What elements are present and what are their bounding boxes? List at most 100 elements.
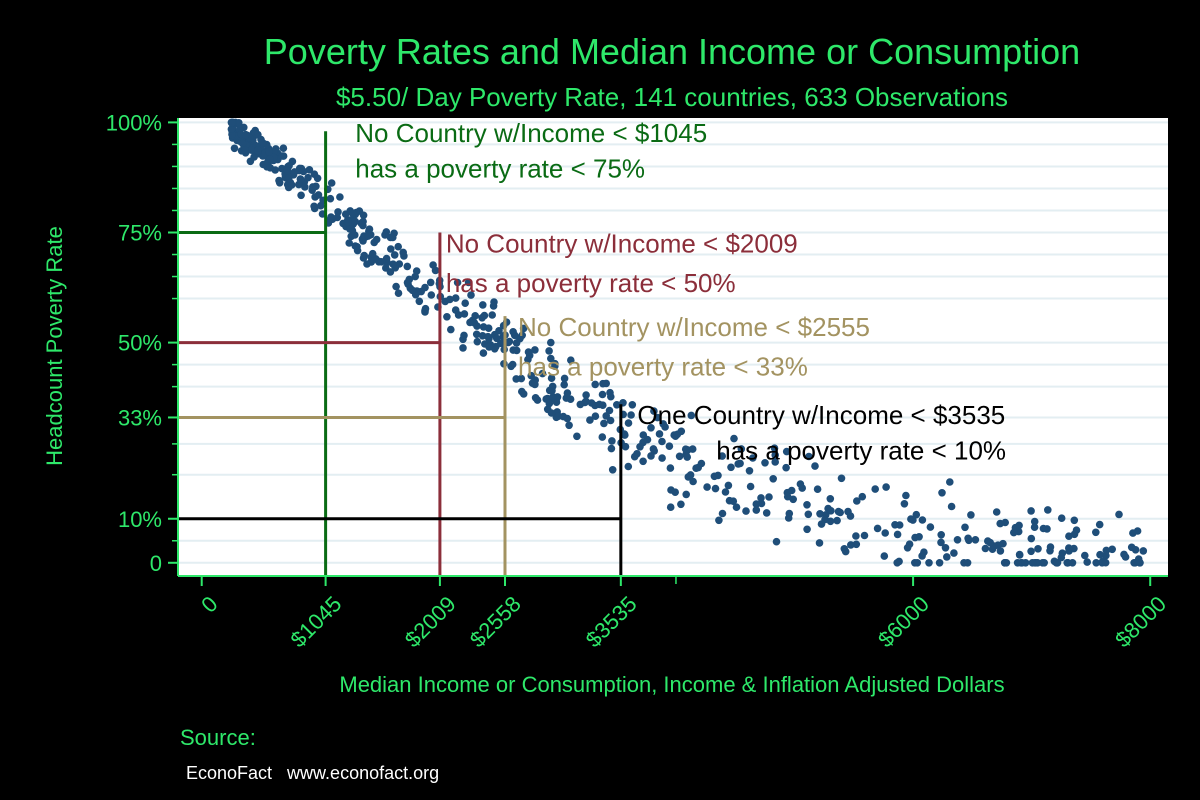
data-point xyxy=(582,391,590,399)
data-point xyxy=(639,457,647,466)
data-point xyxy=(509,328,517,336)
data-point xyxy=(266,164,275,172)
data-point xyxy=(689,477,697,486)
data-point xyxy=(241,146,249,154)
data-point xyxy=(241,131,250,139)
data-point xyxy=(591,412,600,421)
data-point xyxy=(466,318,474,327)
data-point xyxy=(873,524,882,533)
data-point xyxy=(473,337,482,346)
data-point xyxy=(730,434,738,443)
data-point xyxy=(595,400,604,409)
data-point xyxy=(235,119,243,127)
data-point xyxy=(912,510,921,519)
threshold-annotation-line: No Country w/Income < $2555 xyxy=(518,312,870,342)
data-point xyxy=(368,249,377,258)
data-point xyxy=(490,298,498,306)
data-point xyxy=(228,118,236,127)
data-point xyxy=(846,512,855,520)
data-point xyxy=(1121,553,1130,561)
data-point xyxy=(742,507,750,515)
data-point xyxy=(1070,530,1079,539)
data-point xyxy=(1068,559,1077,567)
data-point xyxy=(827,507,835,515)
data-point xyxy=(576,400,585,409)
data-point xyxy=(1108,545,1116,554)
data-point xyxy=(769,475,777,483)
data-point xyxy=(327,179,336,187)
data-point xyxy=(602,379,610,388)
data-point xyxy=(538,369,547,378)
data-point xyxy=(665,442,674,451)
data-point xyxy=(620,430,629,438)
data-point xyxy=(1034,545,1042,553)
data-point xyxy=(771,458,779,466)
y-tick-label: 50% xyxy=(118,331,162,356)
data-point xyxy=(1027,507,1035,515)
data-point xyxy=(600,419,608,428)
data-point xyxy=(1115,510,1123,519)
scatter-points xyxy=(227,118,1148,567)
data-point xyxy=(782,463,790,472)
data-point xyxy=(372,235,381,244)
data-point xyxy=(893,559,901,567)
data-point xyxy=(999,539,1007,548)
y-tick-label: 0 xyxy=(150,551,162,576)
data-point xyxy=(1046,543,1055,551)
data-point xyxy=(697,459,706,468)
data-point xyxy=(310,202,318,211)
data-point xyxy=(606,416,615,425)
data-point xyxy=(666,464,675,472)
data-point xyxy=(563,414,572,423)
data-point xyxy=(770,444,779,453)
data-point xyxy=(943,553,951,561)
data-point xyxy=(512,375,520,383)
data-point xyxy=(551,362,559,371)
data-point xyxy=(297,191,305,200)
data-point xyxy=(816,510,824,518)
data-point xyxy=(1039,524,1048,533)
data-point xyxy=(548,387,556,395)
data-point xyxy=(721,488,730,496)
data-point xyxy=(686,471,695,479)
data-point xyxy=(834,507,843,516)
data-point xyxy=(803,501,811,509)
data-point xyxy=(813,485,822,494)
data-point xyxy=(785,509,794,518)
data-point xyxy=(950,549,958,557)
data-point xyxy=(545,347,553,355)
data-point xyxy=(479,301,487,309)
data-point xyxy=(519,324,528,333)
data-point xyxy=(727,463,735,472)
threshold-annotation-line: has a poverty rate < 50% xyxy=(446,268,736,298)
data-point xyxy=(655,430,664,438)
data-point xyxy=(893,530,902,539)
data-point xyxy=(389,260,397,269)
data-point xyxy=(427,291,436,299)
y-tick-label: 33% xyxy=(118,405,162,430)
data-point xyxy=(279,144,288,152)
data-point xyxy=(627,411,635,419)
data-point xyxy=(606,388,614,397)
data-point xyxy=(290,168,299,176)
data-point xyxy=(718,509,727,518)
data-point xyxy=(1010,528,1018,537)
data-point xyxy=(518,331,526,340)
data-point xyxy=(964,534,972,543)
data-point xyxy=(675,452,684,461)
data-point xyxy=(853,497,861,505)
data-point xyxy=(560,374,569,383)
data-point xyxy=(389,233,397,242)
data-point xyxy=(446,295,454,304)
data-point xyxy=(377,258,386,266)
data-point xyxy=(266,155,274,163)
data-point xyxy=(1139,547,1148,555)
data-point xyxy=(484,332,492,341)
data-point xyxy=(547,409,556,417)
data-point xyxy=(381,231,389,239)
data-point xyxy=(359,217,367,226)
data-point xyxy=(1053,559,1061,567)
data-point xyxy=(230,144,239,153)
data-point xyxy=(451,294,460,302)
